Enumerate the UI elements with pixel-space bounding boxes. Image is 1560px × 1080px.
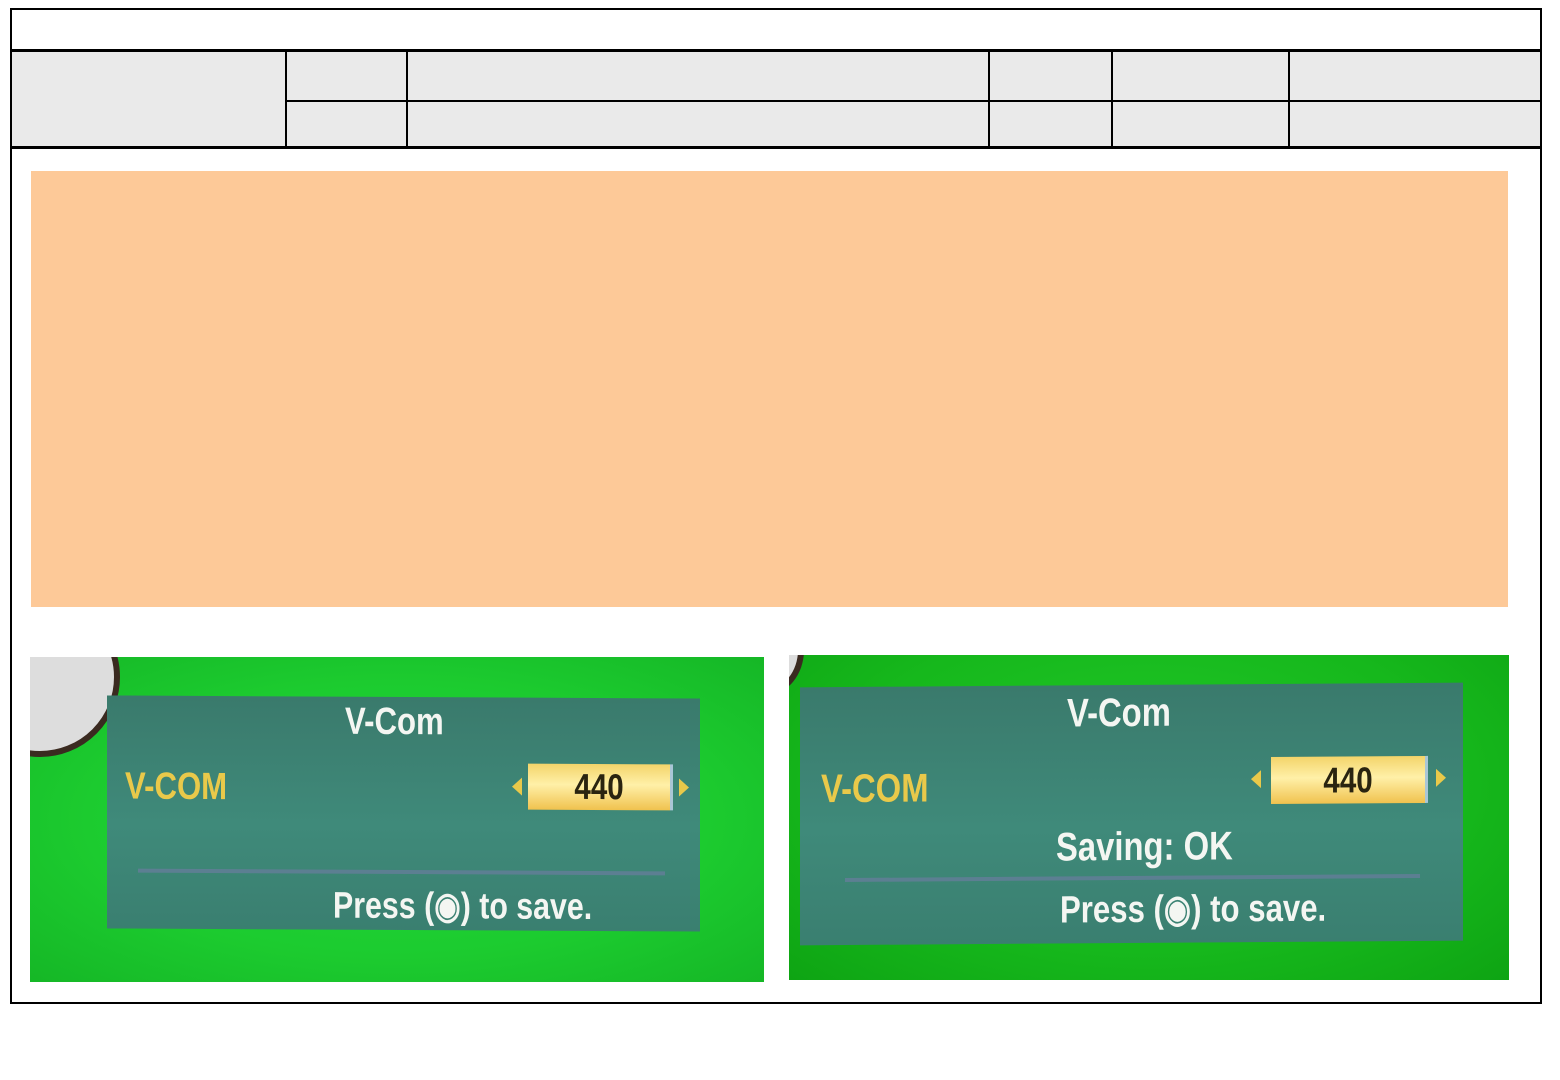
value-field[interactable]: 440 xyxy=(1271,755,1428,805)
arrow-left-icon[interactable] xyxy=(512,777,522,796)
item-label: V-COM xyxy=(125,765,228,809)
divider xyxy=(1111,52,1113,147)
header-cell xyxy=(1291,52,1540,101)
hint-text: ) to save. xyxy=(1191,887,1327,931)
ok-button-icon: ◉ xyxy=(1163,888,1192,931)
osd-title: V-Com xyxy=(1067,690,1171,736)
header-cell xyxy=(1291,103,1540,147)
osd-photo-1: V-Com V-COM 440 Press (◉) to save. xyxy=(30,657,764,982)
header-cell xyxy=(409,52,989,101)
hint-text: ) to save. xyxy=(460,885,593,927)
header-cell xyxy=(1114,52,1289,101)
osd-panel: V-Com V-COM 440 Press (◉) to save. xyxy=(107,695,700,932)
arrow-right-icon[interactable] xyxy=(679,778,689,797)
hint-text: Press ( xyxy=(1060,888,1164,932)
value-text: 440 xyxy=(574,765,624,808)
item-label: V-COM xyxy=(821,766,929,812)
divider xyxy=(845,873,1420,883)
arrow-left-icon[interactable] xyxy=(1251,770,1261,789)
ok-button-icon: ◉ xyxy=(434,885,461,927)
header-cell xyxy=(12,52,285,147)
header-table xyxy=(12,52,1540,147)
divider xyxy=(988,52,990,147)
save-hint: Press (◉) to save. xyxy=(333,884,593,927)
header-cell xyxy=(287,103,407,147)
value-text: 440 xyxy=(1323,758,1373,801)
divider xyxy=(285,52,287,147)
divider xyxy=(12,146,1542,149)
saving-status: Saving: OK xyxy=(1056,824,1233,870)
divider xyxy=(285,100,1542,102)
save-hint: Press (◉) to save. xyxy=(1060,887,1327,932)
osd-photo-2: V-Com V-COM 440 Saving: OK Press (◉) to … xyxy=(789,655,1509,980)
header-cell xyxy=(1114,103,1289,147)
arrow-right-icon[interactable] xyxy=(1436,768,1446,787)
document-title xyxy=(12,10,1540,50)
highlight-box xyxy=(31,171,1508,607)
divider xyxy=(1288,52,1290,147)
hint-text: Press ( xyxy=(333,884,435,927)
header-cell xyxy=(409,103,989,147)
divider xyxy=(10,49,1542,52)
header-cell xyxy=(287,52,407,101)
document-frame xyxy=(10,8,1542,1004)
osd-title: V-Com xyxy=(345,700,444,744)
value-field[interactable]: 440 xyxy=(528,763,673,811)
divider xyxy=(406,52,408,147)
divider xyxy=(138,868,665,876)
header-cell xyxy=(991,103,1112,147)
osd-panel: V-Com V-COM 440 Saving: OK Press (◉) to … xyxy=(800,682,1463,946)
header-cell xyxy=(991,52,1112,101)
